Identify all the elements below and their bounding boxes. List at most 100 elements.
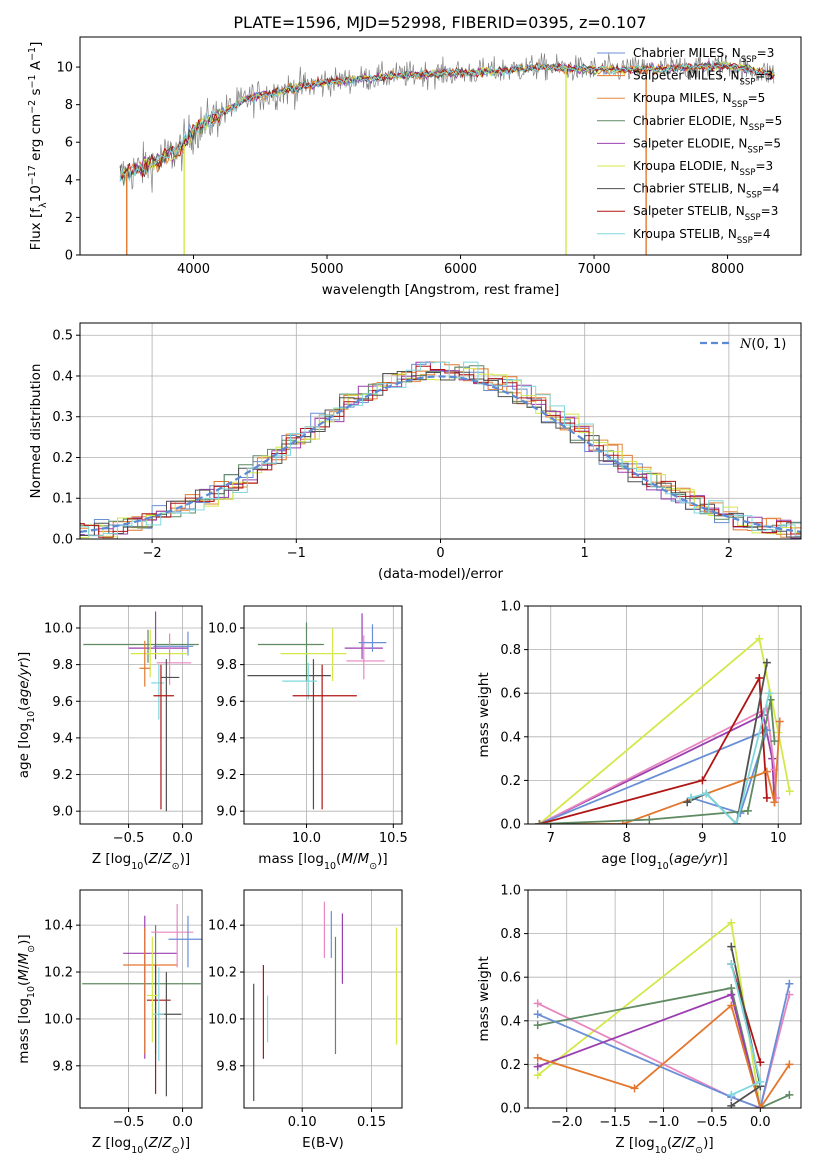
- legend-entry: Salpeter ELODIE, NSSP=5: [633, 136, 781, 155]
- y-tick-label: 0.3: [52, 410, 73, 425]
- legend-entry: Kroupa ELODIE, NSSP=3: [633, 159, 773, 178]
- legend-entry: Kroupa MILES, NSSP=5: [633, 91, 765, 110]
- weight-series-line: [690, 692, 771, 824]
- x-tick-label: 8000: [711, 262, 744, 277]
- weight-point-marker: [785, 1090, 794, 1099]
- weight-point-marker: [727, 1001, 736, 1010]
- y-tick-label: 0.0: [500, 1102, 521, 1117]
- weight-point-marker: [683, 798, 692, 807]
- weight-point-marker: [762, 767, 771, 776]
- spectrum-data-line: [119, 50, 775, 193]
- y-tick-label: 1.0: [500, 884, 521, 899]
- y-tick-label: 0.0: [52, 533, 73, 548]
- histogram-step-line: [80, 361, 801, 537]
- axes-frame: [79, 605, 203, 825]
- x-tick-label: −2.0: [551, 1115, 583, 1130]
- axes-frame: [243, 605, 403, 825]
- x-tick-label: −0.5: [113, 1115, 145, 1130]
- x-tick-label: −0.5: [113, 831, 145, 846]
- y-axis-label: age [log10(age/yr)]: [16, 652, 37, 778]
- x-axis-label: Z [log10(Z/Z⊙)]: [92, 1135, 190, 1156]
- y-tick-label: 9.2: [52, 768, 73, 783]
- data-point-errorbar: [168, 915, 202, 968]
- axes-frame: [243, 889, 403, 1109]
- data-point-errorbar: [247, 659, 331, 810]
- data-point-errorbar: [123, 927, 178, 1055]
- y-tick-label: 9.4: [216, 731, 237, 746]
- weight-series-line: [538, 637, 791, 824]
- weight-series-line: [537, 993, 762, 1108]
- y-tick-label: 9.6: [52, 695, 73, 710]
- x-axis-label: E(B-V): [302, 1135, 344, 1151]
- weight-point-marker: [630, 1084, 639, 1093]
- x-tick-label: 0.10: [288, 1115, 317, 1130]
- y-tick-label: 4: [65, 173, 73, 188]
- spectrum-model-line: [119, 61, 775, 179]
- y-axis-label: mass [log10(M/M⊙)]: [16, 934, 37, 1063]
- y-tick-label: 0.2: [500, 1058, 521, 1073]
- weight-point-marker: [756, 1077, 765, 1086]
- y-tick-label: 0.2: [500, 774, 521, 789]
- y-tick-label: 9.8: [52, 1059, 73, 1074]
- weight-point-marker: [755, 634, 764, 643]
- weight-point-marker: [702, 789, 711, 798]
- x-tick-label: −2: [143, 546, 162, 561]
- weight-point-marker: [727, 990, 736, 999]
- x-axis-label: age [log10(age/yr)]: [601, 851, 727, 872]
- weight-point-marker: [698, 776, 707, 785]
- x-tick-label: 0.0: [750, 1115, 771, 1130]
- x-tick-label: −0.5: [696, 1115, 728, 1130]
- y-tick-label: 10.2: [44, 966, 73, 981]
- weight-point-marker: [762, 658, 771, 667]
- legend-entry: Chabrier ELODIE, NSSP=5: [633, 114, 782, 133]
- legend-entry: N(0, 1): [739, 337, 786, 352]
- y-tick-label: 10: [56, 61, 73, 76]
- spectrum-model-line: [119, 62, 775, 180]
- data-point-errorbar: [280, 627, 347, 682]
- data-point-errorbar: [153, 664, 174, 810]
- x-tick-label: 0: [436, 546, 444, 561]
- y-tick-label: 0.8: [500, 927, 521, 942]
- weight-series-line: [539, 728, 769, 824]
- mass-weight-vs-metallicity-panel: −2.0 −1.5 −1.0 −0.5 0.0 0.0 0.2 0.4 0.6 0.8 1.0 Z […: [476, 884, 802, 1156]
- mass-weight-vs-age-panel: 7 8 9 10 0.0 0.2 0.4 0.6 0.8 1.0 age [log10(age/yr…: [476, 600, 802, 872]
- y-axis-label: Flux [fλ10−17 erg cm−2 s−1 A−1]: [27, 42, 49, 251]
- weight-point-marker: [533, 1053, 542, 1062]
- data-point-errorbar: [123, 915, 178, 1059]
- axes-frame: [527, 889, 802, 1109]
- x-tick-label: 10.0: [292, 831, 321, 846]
- y-tick-label: 0.6: [500, 971, 521, 986]
- legend-entry: Salpeter STELIB, NSSP=3: [633, 204, 778, 223]
- x-tick-label: 8: [622, 831, 630, 846]
- x-tick-label: 0.15: [357, 1115, 386, 1130]
- y-tick-label: 0.8: [500, 643, 521, 658]
- data-point-errorbar: [83, 629, 199, 663]
- y-tick-label: 8: [65, 98, 73, 113]
- x-tick-label: −1: [287, 546, 306, 561]
- weight-point-marker: [743, 806, 752, 815]
- data-point-errorbar: [152, 967, 165, 1062]
- weight-point-marker: [533, 1071, 542, 1080]
- y-tick-label: 0.0: [500, 818, 521, 833]
- x-axis-label: Z [log10(Z/Z⊙)]: [92, 851, 190, 872]
- y-tick-label: 9.8: [216, 1059, 237, 1074]
- weight-point-marker: [533, 1062, 542, 1071]
- spectrum-model-line: [119, 61, 775, 182]
- y-tick-label: 9.4: [52, 731, 73, 746]
- y-tick-label: 9.8: [52, 658, 73, 673]
- weight-series-line: [539, 713, 776, 824]
- x-tick-label: 9: [698, 831, 706, 846]
- weight-point-marker: [785, 979, 794, 988]
- y-tick-label: 10.2: [208, 966, 237, 981]
- legend-entry: Chabrier STELIB, NSSP=4: [633, 182, 780, 201]
- mass-vs-extinction-panel: 0.10 0.15 9.8 10.0 10.2 10.4 E(B-V): [208, 889, 403, 1151]
- data-point-errorbar: [82, 925, 201, 1055]
- residual-histogram-panel: −2 −1 0 1 2 0.0 0.1 0.2 0.3 0.4 0.5 N(0, 1) (data-mo…: [28, 322, 802, 582]
- y-tick-label: 0: [65, 249, 73, 264]
- data-point-errorbar: [292, 664, 357, 810]
- weight-point-marker: [687, 793, 696, 802]
- weight-series-line: [537, 983, 791, 1108]
- y-tick-label: 0.6: [500, 687, 521, 702]
- x-tick-label: 0.0: [172, 1115, 193, 1130]
- legend-entry: Salpeter MILES, NSSP=3: [633, 69, 773, 88]
